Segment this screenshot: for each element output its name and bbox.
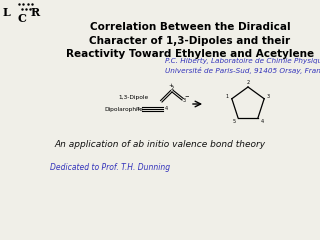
Text: s: s bbox=[137, 107, 140, 112]
Text: +: + bbox=[169, 83, 173, 88]
Text: Correlation Between the Diradical
Character of 1,3-Dipoles and their
Reactivity : Correlation Between the Diradical Charac… bbox=[66, 22, 314, 59]
Text: An application of ab initio valence bond theory: An application of ab initio valence bond… bbox=[54, 140, 266, 149]
Text: P.C. Hiberty, Laboratoire de Chimie Physique
Université de Paris-Sud, 91405 Orsa: P.C. Hiberty, Laboratoire de Chimie Phys… bbox=[165, 58, 320, 73]
Text: Dipolarophile: Dipolarophile bbox=[104, 107, 143, 112]
Text: 2: 2 bbox=[171, 86, 173, 91]
Text: 4: 4 bbox=[260, 119, 264, 124]
Text: 1,3-Dipole: 1,3-Dipole bbox=[118, 95, 148, 100]
Text: 3: 3 bbox=[183, 97, 186, 102]
Text: L: L bbox=[2, 7, 10, 18]
Text: 5: 5 bbox=[232, 119, 236, 124]
Text: R: R bbox=[30, 7, 40, 18]
Text: C: C bbox=[17, 13, 26, 24]
Text: 3: 3 bbox=[267, 94, 270, 99]
Text: 4: 4 bbox=[165, 107, 168, 112]
Text: −: − bbox=[184, 93, 188, 98]
Text: 2: 2 bbox=[246, 80, 250, 85]
Text: Dedicated to Prof. T.H. Dunning: Dedicated to Prof. T.H. Dunning bbox=[50, 163, 170, 172]
Text: 1: 1 bbox=[225, 94, 228, 99]
